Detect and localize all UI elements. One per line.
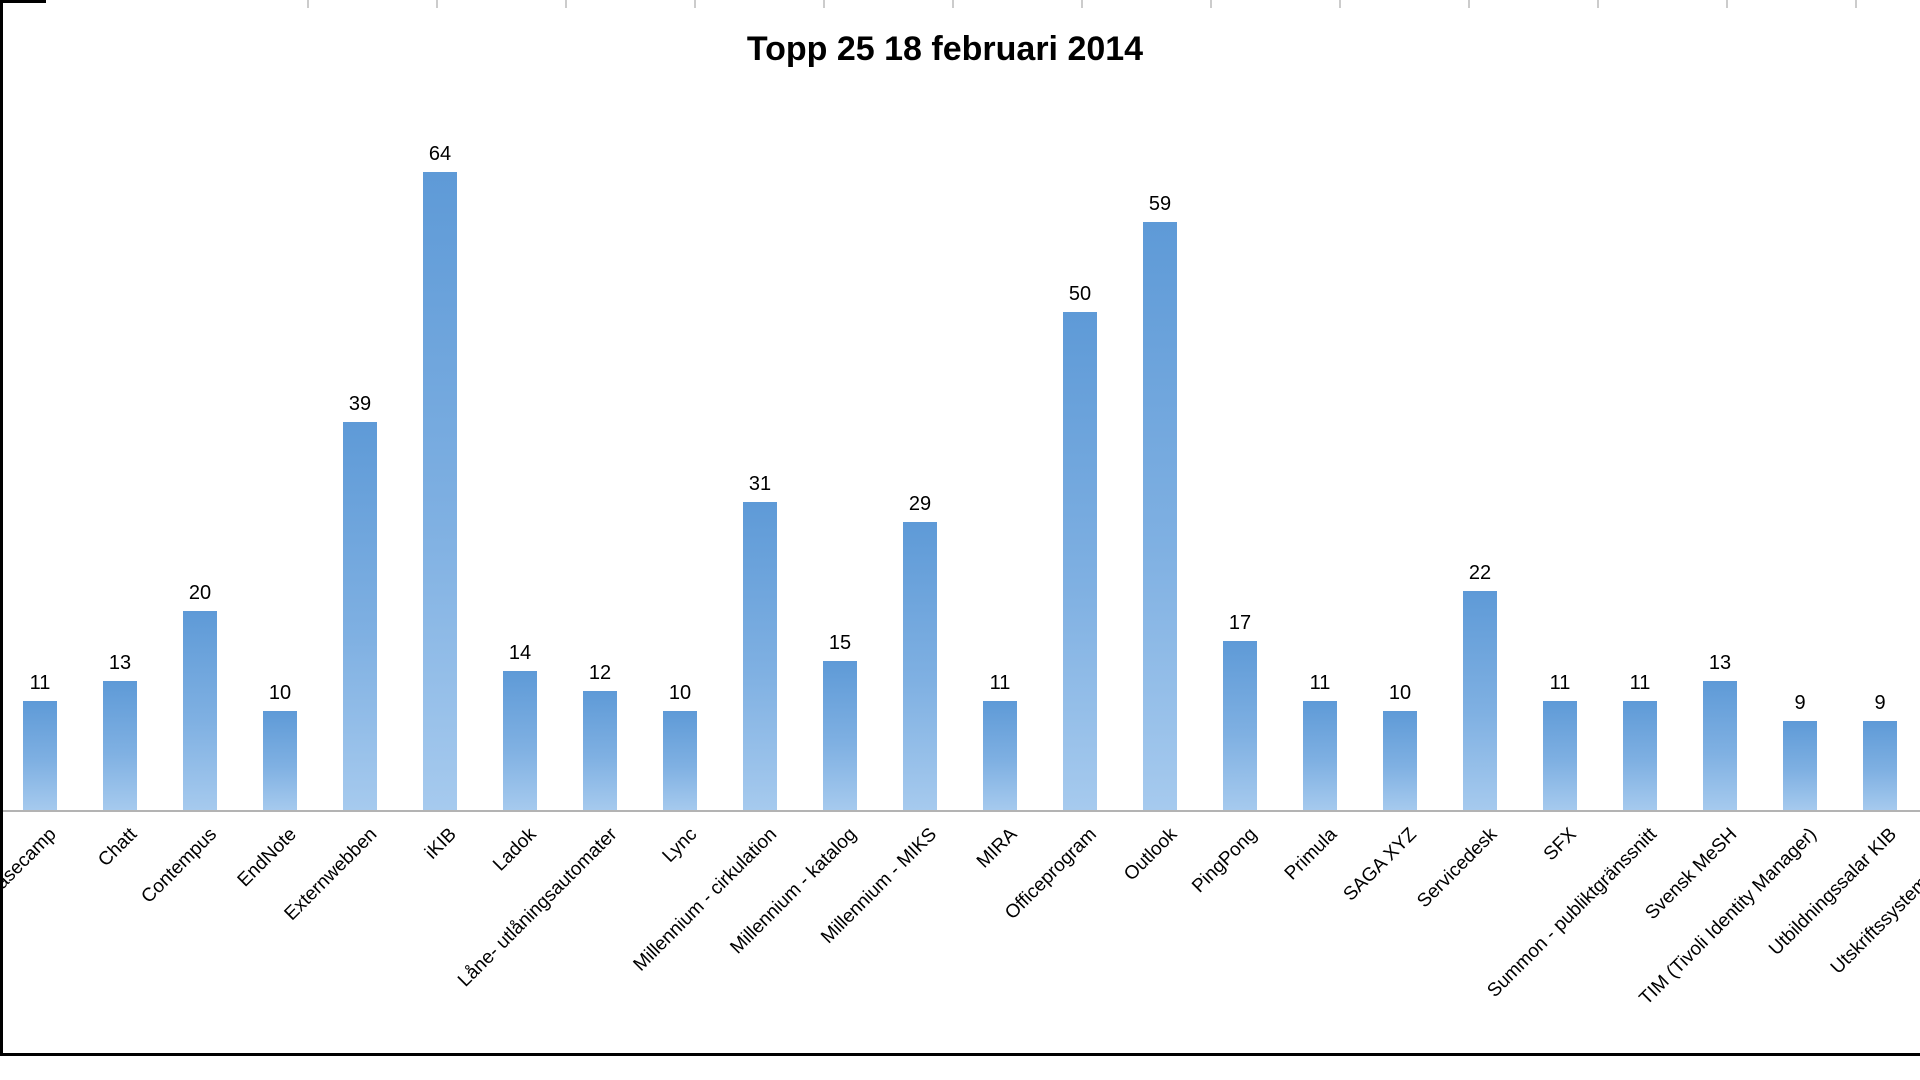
window-edge-top	[0, 0, 46, 3]
bar	[103, 681, 137, 811]
category-label: Summon - publiktgränssnitt	[1483, 824, 1661, 1002]
category-label: Outlook	[1119, 824, 1181, 886]
bar-value-label: 10	[668, 682, 692, 705]
category-label: PingPong	[1187, 824, 1261, 898]
column-tick	[1855, 0, 1857, 8]
category-label: SAGA XYZ	[1339, 824, 1421, 906]
category-label: Ladok	[489, 824, 541, 876]
bar	[983, 701, 1017, 811]
column-tick	[1468, 0, 1470, 8]
bar-value-label: 59	[1148, 193, 1172, 216]
category-label: Chatt	[93, 824, 141, 871]
category-label: iKIB	[421, 824, 461, 864]
category-label: Contempus	[137, 824, 221, 908]
chart-title: Topp 25 18 februari 2014	[746, 30, 1144, 68]
column-tick	[307, 0, 309, 8]
bar-value-label: 11	[1549, 672, 1571, 695]
category-label: Primula	[1280, 824, 1341, 885]
bar-value-label: 64	[428, 143, 452, 166]
bar	[183, 611, 217, 811]
bar	[1063, 312, 1097, 811]
bar	[1143, 222, 1177, 811]
category-label: Lync	[658, 824, 701, 867]
bar	[343, 421, 377, 811]
column-tick	[1597, 0, 1599, 8]
bar-value-label: 29	[908, 492, 932, 515]
bar	[823, 661, 857, 811]
bar	[1783, 721, 1817, 811]
category-label: Basecamp	[0, 824, 61, 903]
bar	[1623, 701, 1657, 811]
bar-value-label: 50	[1068, 283, 1092, 305]
column-tick	[1081, 0, 1083, 8]
column-tick	[694, 0, 696, 8]
bar-value-label: 9	[1874, 692, 1886, 715]
bar-value-label: 14	[508, 642, 532, 665]
window-edge-bottom	[0, 1053, 1920, 1056]
column-tick	[952, 0, 954, 8]
bar	[583, 691, 617, 811]
bar	[1863, 721, 1897, 811]
bar	[1463, 591, 1497, 811]
bar-value-label: 22	[1468, 562, 1492, 585]
bar	[423, 172, 457, 811]
column-tick	[1339, 0, 1341, 8]
bar	[263, 711, 297, 811]
bar-value-label: 39	[348, 392, 372, 415]
column-tick	[565, 0, 567, 8]
category-label: EndNote	[233, 824, 301, 892]
bar	[1303, 701, 1337, 811]
category-label: MIRA	[972, 824, 1021, 873]
category-label: SFX	[1539, 824, 1581, 865]
bar	[1543, 701, 1577, 811]
bar-value-label: 9	[1794, 692, 1806, 715]
window-edge-left	[0, 0, 3, 1056]
bar-value-label: 11	[1309, 672, 1331, 695]
bar-value-label: 10	[268, 682, 292, 705]
category-label: Låne- utlåningsautomater	[453, 824, 621, 992]
bar-value-label: 10	[1388, 682, 1412, 705]
column-tick	[436, 0, 438, 8]
bar	[1223, 641, 1257, 811]
column-tick	[1210, 0, 1212, 8]
bar	[503, 671, 537, 811]
bar-value-label: 11	[29, 672, 51, 695]
bar-value-label: 13	[1708, 652, 1732, 675]
column-tick	[823, 0, 825, 8]
category-label: Millennium - cirkulation	[629, 824, 781, 976]
bar-value-label: 13	[108, 652, 132, 675]
column-tick	[1726, 0, 1728, 8]
bar	[1383, 711, 1417, 811]
category-label: Servicedesk	[1412, 824, 1501, 913]
bar-value-label: 15	[828, 632, 852, 655]
bar	[743, 501, 777, 811]
bar	[23, 701, 57, 811]
bar-value-label: 11	[989, 672, 1011, 695]
bar-value-label: 12	[588, 662, 612, 685]
bar-value-label: 20	[188, 582, 212, 605]
bar-value-label: 31	[748, 472, 772, 495]
bar	[1703, 681, 1737, 811]
bar-value-label: 11	[1629, 672, 1651, 695]
bar	[663, 711, 697, 811]
bar-value-label: 17	[1228, 612, 1252, 635]
bar	[903, 521, 937, 811]
x-axis-line	[0, 810, 1920, 812]
